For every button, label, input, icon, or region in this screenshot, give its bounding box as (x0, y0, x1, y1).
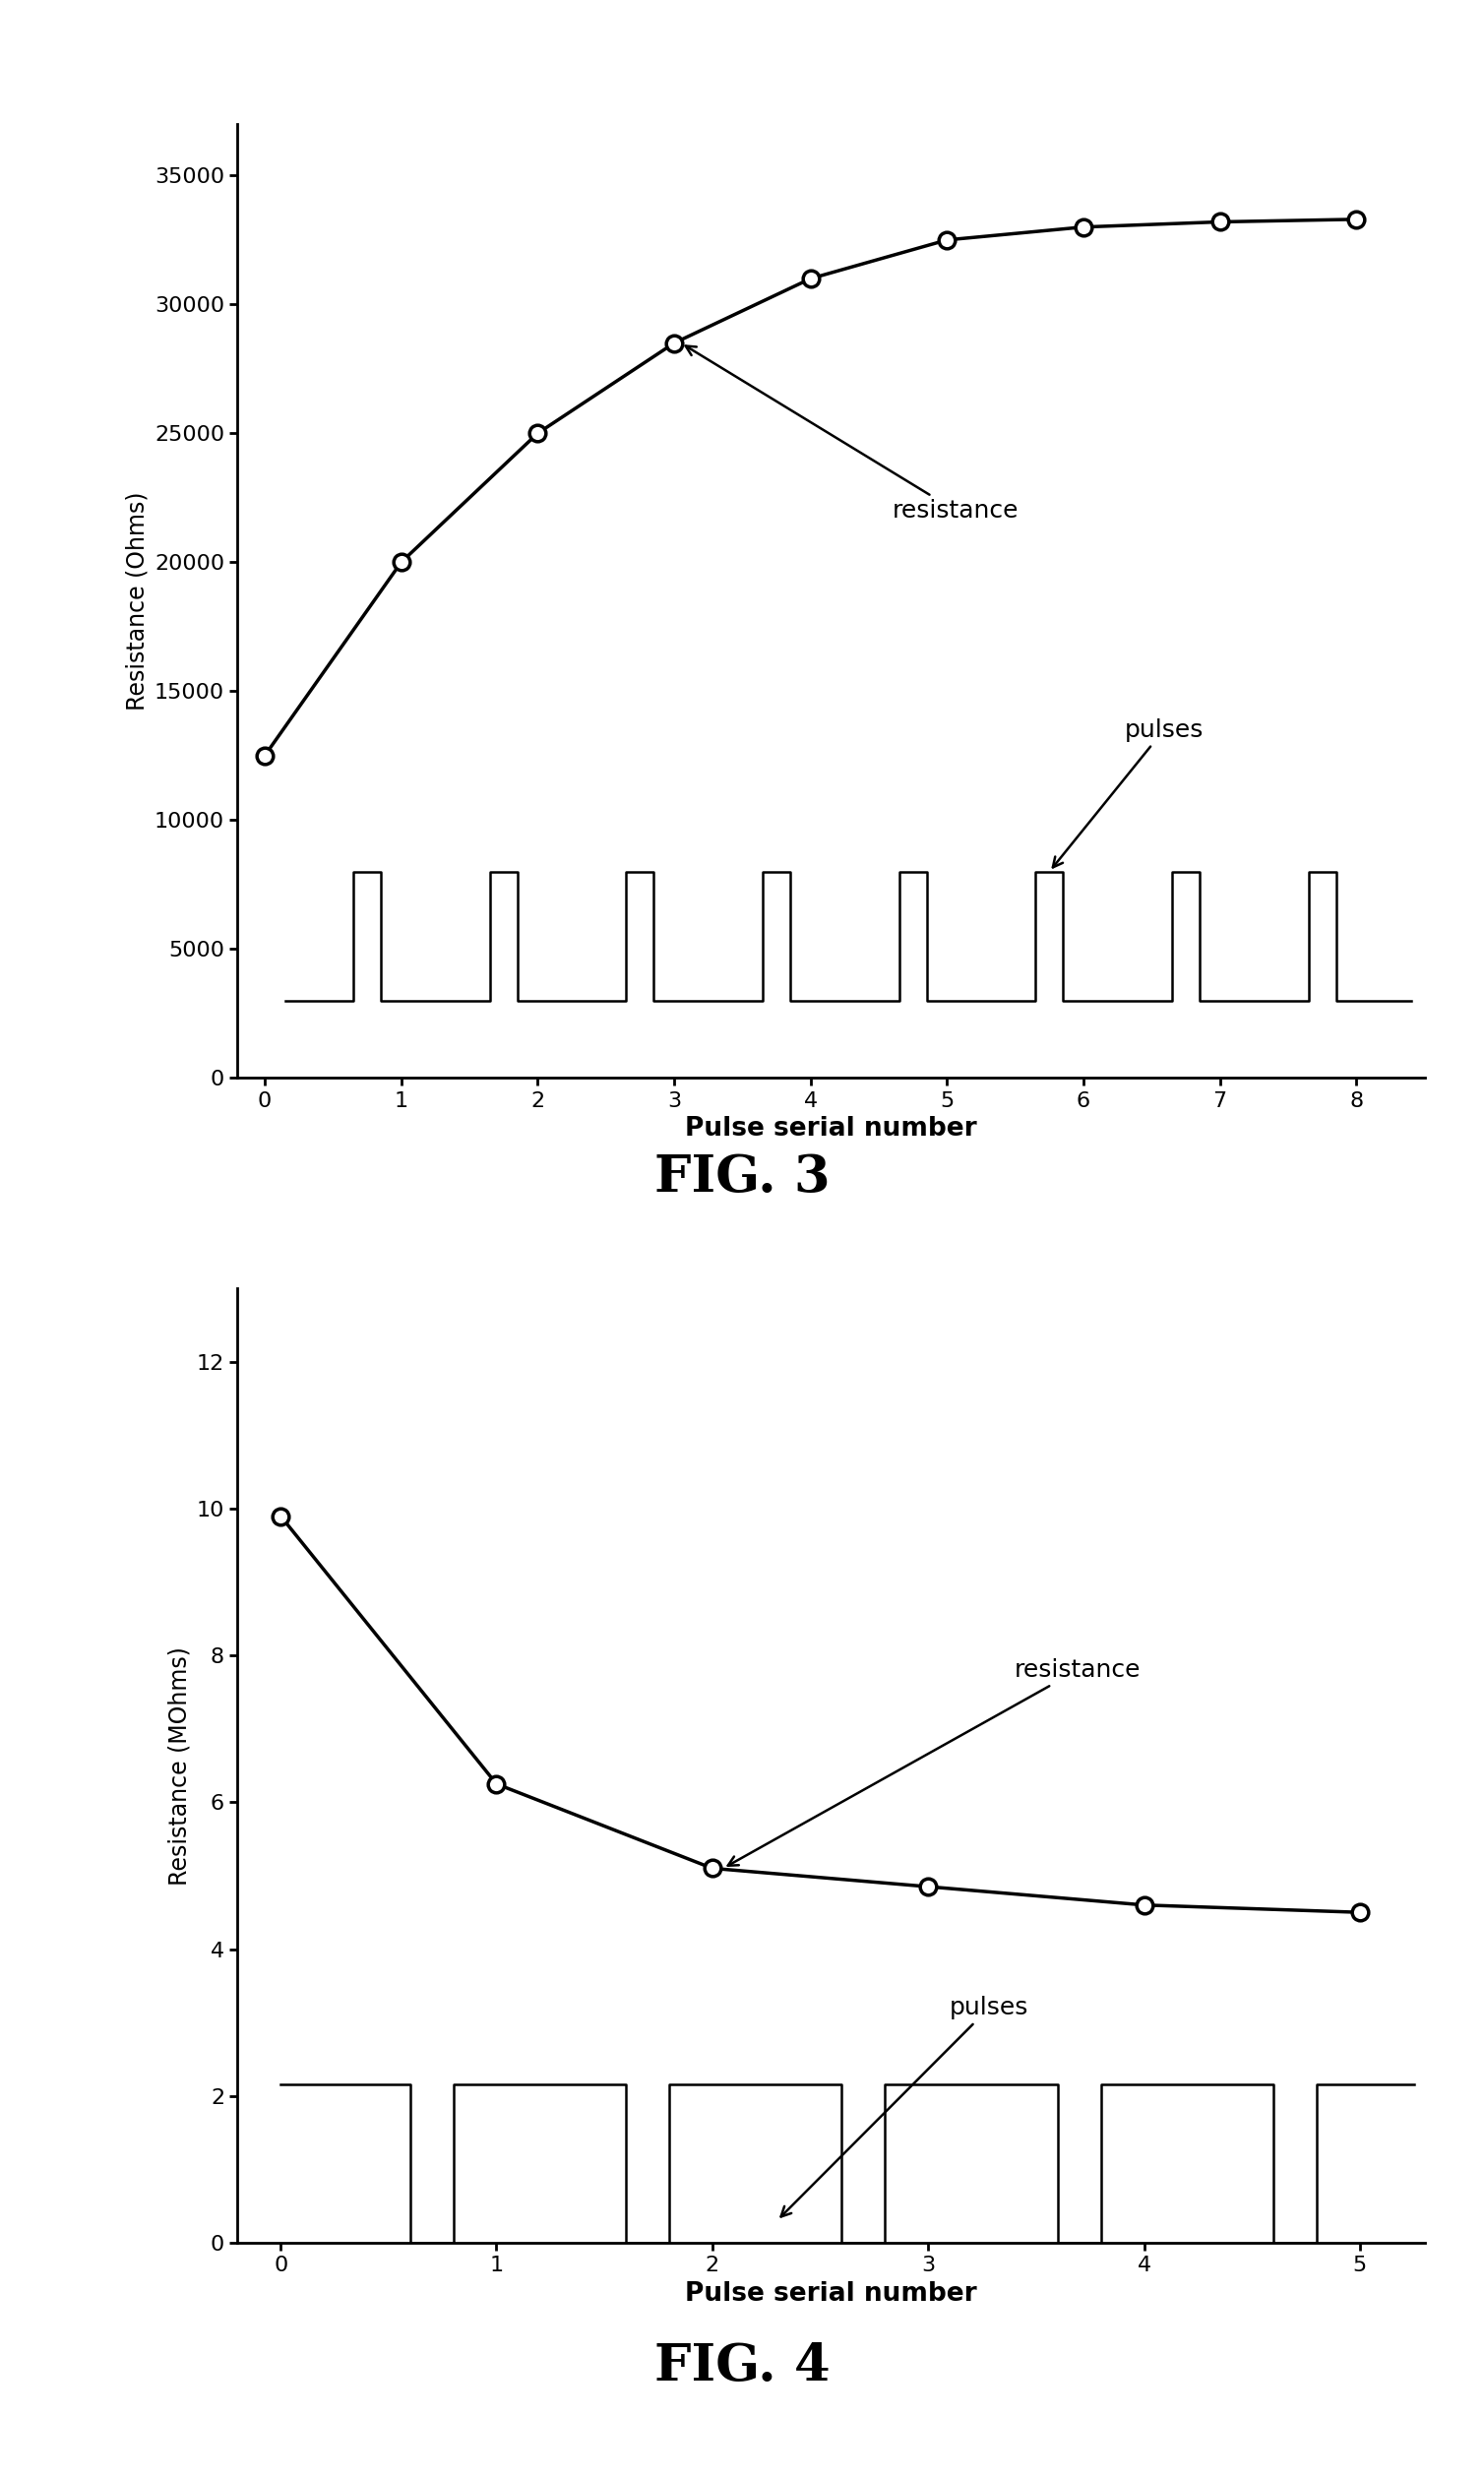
Text: FIG. 4: FIG. 4 (654, 2342, 830, 2391)
Y-axis label: Resistance (Ohms): Resistance (Ohms) (125, 491, 148, 711)
X-axis label: Pulse serial number: Pulse serial number (686, 1115, 976, 1142)
Text: pulses: pulses (781, 1995, 1028, 2218)
Text: pulses: pulses (1052, 719, 1204, 867)
Text: FIG. 3: FIG. 3 (654, 1152, 830, 1202)
Text: resistance: resistance (686, 347, 1020, 523)
X-axis label: Pulse serial number: Pulse serial number (686, 2280, 976, 2307)
Y-axis label: Resistance (MOhms): Resistance (MOhms) (168, 1645, 191, 1886)
Text: resistance: resistance (727, 1658, 1141, 1866)
